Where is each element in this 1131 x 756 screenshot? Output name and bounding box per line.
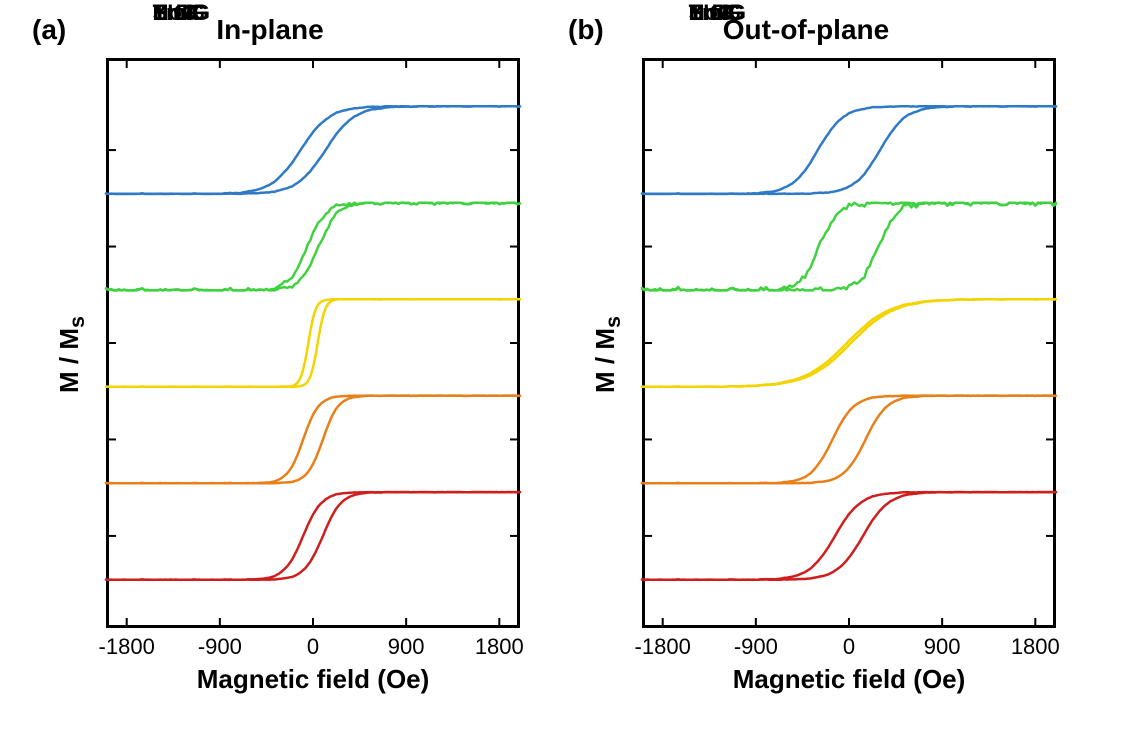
curve-SmIG-asc <box>106 106 520 194</box>
series-label-TmIG: TmIG <box>153 0 209 26</box>
curve-HoIG-desc <box>642 203 1056 291</box>
curve-ErIG-asc <box>106 396 520 484</box>
curve-HoIG-asc <box>642 203 1056 291</box>
figure-root: (a)In-planeM / Ms-1800-90009001800Magnet… <box>0 0 1131 756</box>
x-tick-label: -1800 <box>623 634 703 660</box>
curve-HoIG-desc <box>106 203 520 291</box>
curve-HoIG-asc <box>106 203 520 291</box>
x-tick-label: 1800 <box>995 634 1075 660</box>
curve-YIG-desc <box>642 299 1056 387</box>
curve-YIG-asc <box>106 299 520 387</box>
x-tick-label: 0 <box>809 634 889 660</box>
curve-TmIG-asc <box>642 492 1056 580</box>
x-tick-label: -900 <box>716 634 796 660</box>
x-tick-label: -1800 <box>87 634 167 660</box>
x-tick-label: 900 <box>366 634 446 660</box>
x-tick-label: -900 <box>180 634 260 660</box>
curve-ErIG-desc <box>106 396 520 484</box>
curve-YIG-desc <box>106 299 520 387</box>
x-axis-label: Magnetic field (Oe) <box>642 664 1056 695</box>
x-axis-label: Magnetic field (Oe) <box>106 664 520 695</box>
curve-SmIG-asc <box>642 106 1056 194</box>
curve-TmIG-desc <box>642 492 1056 580</box>
x-tick-label: 900 <box>902 634 982 660</box>
x-tick-label: 1800 <box>459 634 539 660</box>
curve-SmIG-desc <box>642 106 1056 194</box>
y-axis-label: M / Ms <box>590 316 626 393</box>
curve-ErIG-desc <box>642 396 1056 484</box>
curve-TmIG-desc <box>106 492 520 580</box>
plot-svg-a <box>106 58 520 628</box>
series-label-TmIG: TmIG <box>689 0 745 26</box>
y-axis-label: M / Ms <box>54 316 90 393</box>
curve-SmIG-desc <box>106 106 520 194</box>
curve-ErIG-asc <box>642 396 1056 484</box>
x-tick-label: 0 <box>273 634 353 660</box>
curve-TmIG-asc <box>106 492 520 580</box>
curve-YIG-asc <box>642 299 1056 387</box>
plot-svg-b <box>642 58 1056 628</box>
